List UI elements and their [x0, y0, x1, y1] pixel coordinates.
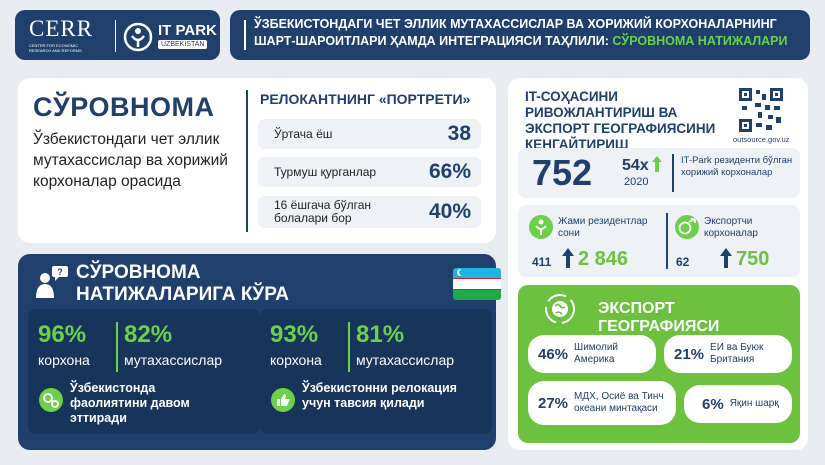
stat-value: 40% [428, 200, 471, 223]
geo-label: МДХ, Осиё ва Тинч океани минтақаси [574, 391, 664, 414]
qr-code-icon[interactable] [738, 87, 784, 133]
export-globe-icon [675, 215, 699, 239]
itpark-logo-text: IT PARK [158, 22, 217, 39]
result-percent: 82% [124, 321, 173, 348]
result-percent: 81% [356, 321, 405, 348]
cerr-logo-sub: CENTER FOR ECONOMIC RESEARCH AND REFORMS [29, 43, 82, 53]
report-title-line2: ШАРТ-ШАРОИТЛАРИ ҲАМДА ИНТЕГРАЦИЯСИ ТАҲЛИ… [254, 34, 613, 48]
survey-person-icon: ? [36, 266, 68, 298]
exporters-label: Экспортчи корхоналар [704, 216, 758, 239]
export-geography-title: ЭКСПОРТ ГЕОГРАФИЯСИ [598, 300, 720, 335]
arrow-up-icon [652, 156, 662, 172]
geo-label: Шимолий Америка [574, 342, 619, 365]
logo-bar: CERR CENTER FOR ECONOMIC RESEARCH AND RE… [15, 10, 220, 60]
foreign-companies-count: 752 [532, 152, 593, 193]
result-note: Ўзбекистонни релокация учун тавсия қилад… [302, 381, 457, 410]
stat-row-age: Ўртача ёш 38 [258, 119, 481, 149]
qr-url[interactable]: outsource.gov.uz [733, 135, 790, 144]
foreign-companies-box: 752 54x 2020 IT-Park резиденти бўлган хо… [518, 148, 800, 198]
growth-multiplier: 54x [622, 157, 649, 174]
results-title-line1: СЎРОВНОМА [76, 262, 201, 283]
stat-value: 66% [428, 160, 471, 183]
itpark-title: IT-СОҲАСИНИ РИВОЖЛАНТИРИШ ВА ЭКСПОРТ ГЕО… [525, 89, 716, 152]
itpark-logo-sub: UZBEKISTAN [158, 40, 208, 49]
result-percent: 96% [38, 321, 87, 348]
result-label: мутахассислар [124, 352, 223, 368]
stat-value: 38 [447, 122, 471, 145]
arrow-up-icon [720, 248, 732, 268]
results-title-line2: НАТИЖАЛАРИГА КЎРА [76, 284, 289, 305]
cerr-logo: CERR [29, 16, 94, 41]
residents-new: 2 846 [578, 248, 629, 270]
geo-pill-middle-east: 6% Яқин шарқ [684, 385, 792, 423]
stat-label: 16 ёшгача бўлган болалари бор [274, 198, 372, 225]
itpark-resident-icon [529, 215, 553, 239]
exporters-old: 62 [676, 255, 690, 269]
results-panel: ? СЎРОВНОМА НАТИЖАЛАРИГА КЎРА 96% корхон… [18, 254, 501, 450]
stat-label: Турмуш қурганлар [274, 164, 377, 179]
result-box-continue: 96% корхона 82% мутахассислар Ўзбекистон… [28, 309, 260, 434]
geo-value: 21% [674, 345, 705, 363]
itpark-card: IT-СОҲАСИНИ РИВОЖЛАНТИРИШ ВА ЭКСПОРТ ГЕО… [508, 78, 808, 450]
exporters-new: 750 [736, 248, 770, 270]
stat-label: Ўртача ёш [274, 126, 333, 141]
gears-icon [39, 388, 63, 412]
foreign-companies-label: IT-Park резиденти бўлган хорижий корхона… [681, 155, 793, 178]
report-title-bar: ЎЗБЕКИСТОНДАГИ ЧЕТ ЭЛЛИК МУТАХАССИСЛАР В… [230, 10, 810, 60]
geo-pill-eu-uk: 21% ЕИ ва Буюк Британия [664, 335, 792, 373]
geo-label: Яқин шарқ [729, 398, 779, 409]
stat-row-married: Турмуш қурганлар 66% [258, 157, 481, 187]
residents-exporters-box: Жами резидентлар сони 411 2 846 Экспортч… [518, 205, 800, 277]
globe-arrows-icon [545, 294, 575, 324]
uzbekistan-flag-icon [453, 268, 501, 300]
svg-text:?: ? [57, 267, 63, 277]
result-note: Ўзбекистонда фаолиятини давом эттиради [70, 381, 190, 425]
survey-title: СЎРОВНОМА [33, 92, 215, 122]
residents-old: 411 [532, 255, 552, 269]
result-label: корхона [38, 352, 90, 368]
survey-description: Ўзбекистондаги чет эллик мутахассислар в… [33, 131, 228, 190]
portrait-title: РЕЛОКАНТНИНГ «ПОРТРЕТИ» [260, 91, 471, 107]
geo-value: 6% [702, 395, 724, 413]
result-label: мутахассислар [356, 352, 455, 368]
results-title: СЎРОВНОМА НАТИЖАЛАРИГА КЎРА [76, 262, 289, 306]
residents-label: Жами резидентлар сони [558, 216, 648, 239]
geo-label: ЕИ ва Буюк Британия [710, 342, 764, 365]
arrow-up-icon [562, 248, 574, 268]
report-title-highlight: СЎРОВНОМА НАТИЖАЛАРИ [612, 34, 788, 48]
result-box-recommend: 93% корхона 81% мутахассислар Ўзбекистон… [260, 309, 492, 434]
geo-pill-north-america: 46% Шимолий Америка [528, 335, 656, 373]
stat-row-children: 16 ёшгача бўлган болалари бор 40% [258, 196, 481, 228]
result-label: корхона [270, 352, 322, 368]
result-percent: 93% [270, 321, 319, 348]
geo-value: 46% [538, 345, 569, 363]
export-geography-box: ЭКСПОРТ ГЕОГРАФИЯСИ 46% Шимолий Америка … [518, 285, 800, 443]
geo-pill-cis-asia: 27% МДХ, Осиё ва Тинч океани минтақаси [528, 381, 676, 425]
report-title-line1: ЎЗБЕКИСТОНДАГИ ЧЕТ ЭЛЛИК МУТАХАССИСЛАР В… [254, 17, 777, 31]
growth-year: 2020 [624, 176, 649, 188]
survey-card: СЎРОВНОМА Ўзбекистондаги чет эллик мутах… [18, 78, 496, 243]
itpark-logo-icon [123, 22, 153, 52]
geo-value: 27% [538, 394, 569, 412]
thumbs-up-icon [271, 388, 295, 412]
